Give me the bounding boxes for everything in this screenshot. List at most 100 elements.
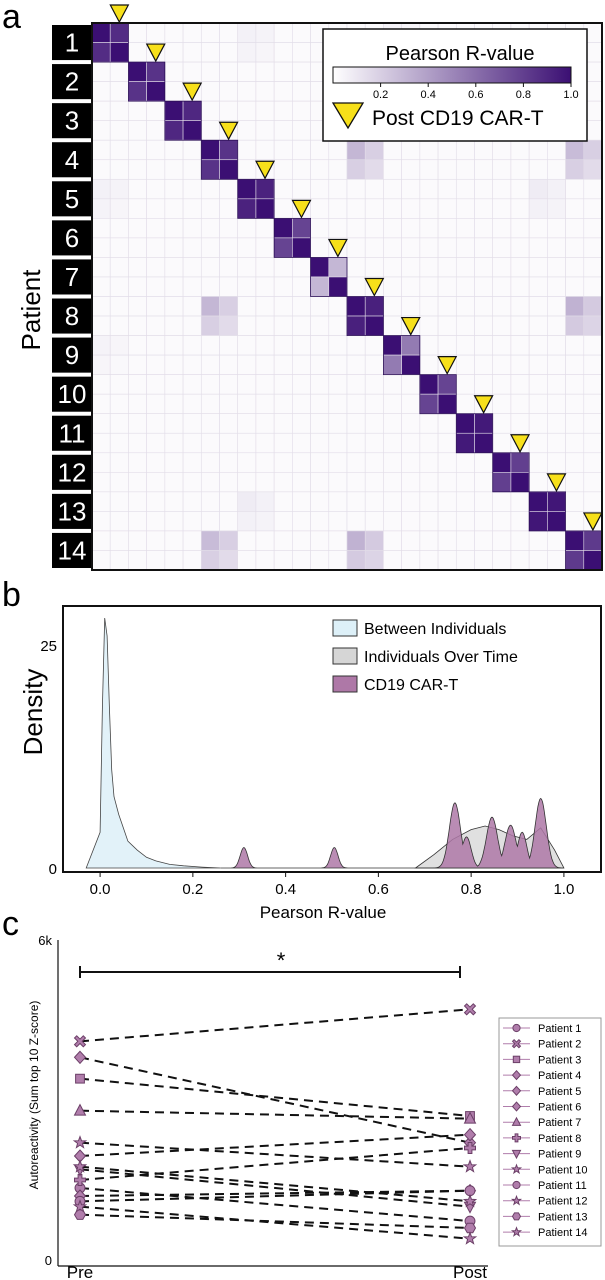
heatmap-cell [164, 237, 184, 258]
heatmap-cell [237, 159, 257, 180]
heatmap-cell [528, 452, 548, 473]
heatmap-cell [292, 511, 311, 532]
heatmap-cell [255, 315, 275, 336]
heatmap-cell [91, 315, 111, 336]
colorbar-tick-label: 1.0 [563, 89, 578, 101]
heatmap-cell [128, 100, 147, 121]
paired-line-axes: 0 6k Pre Post [38, 933, 488, 1280]
heatmap-cell [510, 491, 530, 512]
heatmap-cell [200, 413, 220, 434]
heatmap-cell [474, 511, 494, 532]
heatmap-cell [219, 61, 239, 82]
heatmap-cell [310, 530, 330, 551]
heatmap-cell [182, 374, 202, 395]
heatmap-cell [364, 374, 384, 395]
heatmap-cell [455, 472, 475, 493]
colorbar-tick-label: 0.8 [516, 89, 531, 101]
row-label: 5 [65, 184, 79, 214]
data-point [510, 1194, 523, 1206]
heatmap-cell [547, 178, 566, 200]
heatmap-cell [310, 472, 330, 493]
heatmap-cell [383, 237, 402, 258]
heatmap-cell [109, 530, 129, 551]
heatmap-cell [255, 472, 275, 493]
paired-line-panel: Autoreactivity (Sum top 10 Z-score) 0 6k P… [27, 933, 602, 1280]
heatmap-cell [583, 178, 603, 200]
heatmap-cell [292, 335, 311, 356]
heatmap-cell [91, 276, 111, 297]
heatmap-cell [91, 452, 111, 473]
heatmap-cell [182, 432, 202, 454]
colorbar-tick-label: 0.6 [468, 89, 483, 101]
heatmap-cell [237, 178, 257, 200]
heatmap-cell [565, 139, 585, 161]
heatmap-cell [510, 139, 530, 161]
heatmap-cell [237, 393, 257, 415]
heatmap-cell [547, 374, 566, 395]
heatmap-cell [401, 511, 421, 532]
row-label: 9 [65, 340, 79, 370]
row-label-box [52, 103, 92, 139]
heatmap-cell [383, 491, 402, 512]
heatmap-cell [273, 218, 293, 239]
heatmap-cell [237, 530, 257, 551]
heatmap-cell [419, 491, 439, 512]
heatmap-cell [492, 296, 512, 317]
heatmap-cell [182, 296, 202, 317]
heatmap-cell [146, 218, 166, 239]
heatmap-cell [528, 139, 548, 161]
heatmap-cell [437, 198, 457, 219]
data-point [463, 1127, 477, 1142]
heatmap-cell [419, 159, 439, 180]
heatmap-cell [109, 61, 129, 82]
heatmap-cell [255, 354, 275, 375]
panel-label-b: b [2, 576, 21, 614]
heatmap-cell [474, 257, 494, 278]
data-point [72, 1135, 88, 1149]
heatmap-cell [364, 472, 384, 493]
heatmap-cell [237, 550, 257, 571]
heatmap-cell [547, 139, 566, 161]
density-y-tick-label: 25 [40, 638, 57, 655]
heatmap-cell [528, 178, 548, 200]
heatmap-cell [91, 530, 111, 551]
post-cart-legend-label: Post CD19 CAR-T [372, 107, 544, 130]
heatmap-cell [128, 218, 147, 239]
heatmap-cell [146, 354, 166, 375]
heatmap-cell [383, 159, 402, 180]
heatmap-cell [364, 296, 384, 317]
post-cart-marker [182, 82, 203, 102]
heatmap-diagonal-block [346, 296, 384, 336]
heatmap-cell [91, 550, 111, 571]
heatmap-cell [237, 139, 257, 161]
heatmap-cell [419, 139, 439, 161]
heatmap-cell [128, 452, 147, 473]
heatmap-cell [146, 22, 166, 43]
data-point [73, 1103, 87, 1116]
heatmap-cell [383, 511, 402, 532]
heatmap-cell [528, 315, 548, 336]
legend-label: Patient 10 [538, 1164, 588, 1176]
heatmap-cell [346, 413, 366, 434]
heatmap-cell [109, 452, 129, 473]
heatmap-cell [255, 491, 275, 512]
heatmap-cell [292, 491, 311, 512]
heatmap-cell [182, 472, 202, 493]
heatmap-cell [346, 315, 366, 336]
heatmap-cell [510, 413, 530, 434]
heatmap-cell [383, 472, 402, 493]
row-label: 2 [65, 67, 79, 97]
heatmap-cell [492, 491, 512, 512]
heatmap-cell [292, 432, 311, 454]
heatmap-cell [401, 276, 421, 297]
heatmap-cell [492, 550, 512, 571]
heatmap-cell [128, 335, 147, 356]
density-x-tick-label: 0.8 [461, 881, 482, 898]
heatmap-cell [109, 335, 129, 356]
heatmap-cell [328, 393, 348, 415]
heatmap-cell [292, 550, 311, 571]
heatmap-cell [255, 22, 275, 43]
heatmap-cell [383, 335, 402, 356]
heatmap-cell [492, 276, 512, 297]
